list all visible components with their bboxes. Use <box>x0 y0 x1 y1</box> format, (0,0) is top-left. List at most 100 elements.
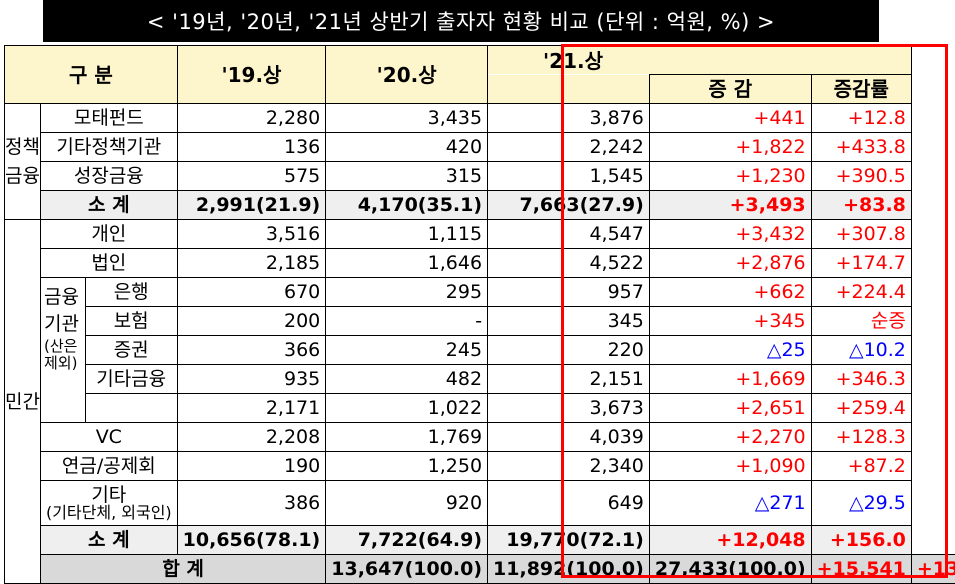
cell-rate: +390.5 <box>811 162 911 191</box>
cell-rate: +259.4 <box>811 394 911 423</box>
row-sublabel: (기타단체, 외국인) <box>46 504 172 521</box>
cell-y19: 2,280 <box>177 104 326 133</box>
cell-rate: +346.3 <box>811 365 911 394</box>
group-private: 민간 <box>5 220 41 584</box>
row-label: 개인 <box>40 220 177 249</box>
cell-y21: 3,876 <box>488 104 650 133</box>
group-fin-note2: 제외) <box>44 355 85 372</box>
table-row: 성장금융 575 315 1,545 +1,230 +390.5 <box>5 162 955 191</box>
cell-y19: 386 <box>177 481 326 526</box>
cell-y19: 366 <box>177 336 326 365</box>
cell-y21: 4,039 <box>488 423 650 452</box>
row-label: 증권 <box>85 336 177 365</box>
cell-rate: 순증 <box>811 307 911 336</box>
group-policy-line2: 금융 <box>5 162 40 191</box>
cell-y20: 1,646 <box>326 249 488 278</box>
row-label <box>85 394 177 423</box>
header-category: 구 분 <box>5 46 178 104</box>
cell-y21: 2,242 <box>488 133 650 162</box>
cell-change: +662 <box>649 278 811 307</box>
row-label: 모태펀드 <box>40 104 177 133</box>
subtotal-row-policy: 소 계 2,991(21.9) 4,170(35.1) 7,663(27.9) … <box>5 191 955 220</box>
cell-change: +345 <box>649 307 811 336</box>
cell-y21: 345 <box>488 307 650 336</box>
group-policy-line1: 정책 <box>5 133 40 162</box>
cell-rate: △10.2 <box>811 336 911 365</box>
cell-rate: +174.7 <box>811 249 911 278</box>
cell-rate: +224.4 <box>811 278 911 307</box>
subtotal-row-private: 소 계 10,656(78.1) 7,722(64.9) 19,770(72.1… <box>5 526 955 555</box>
cell-rate: +83.8 <box>811 191 911 220</box>
row-label: 기타정책기관 <box>40 133 177 162</box>
cell-y21: 957 <box>488 278 650 307</box>
cell-rate: △29.5 <box>811 481 911 526</box>
cell-y19: 10,656(78.1) <box>177 526 326 555</box>
table-row: 법인 2,185 1,646 4,522 +2,876 +174.7 <box>5 249 955 278</box>
cell-y20: 11,892(100.0) <box>488 555 650 584</box>
cell-change: +2,876 <box>649 249 811 278</box>
cell-y19: 670 <box>177 278 326 307</box>
cell-y20: 315 <box>326 162 488 191</box>
table-row-fin-subtotal: 2,171 1,022 3,673 +2,651 +259.4 <box>5 394 955 423</box>
table-row: 기타 (기타단체, 외국인) 386 920 649 △271 △29.5 <box>5 481 955 526</box>
table-row: 증권 366 245 220 △25 △10.2 <box>5 336 955 365</box>
cell-y21: 2,151 <box>488 365 650 394</box>
row-label: VC <box>40 423 177 452</box>
cell-y20: 1,022 <box>326 394 488 423</box>
row-label: 연금/공제회 <box>40 452 177 481</box>
table-row: 기타정책기관 136 420 2,242 +1,822 +433.8 <box>5 133 955 162</box>
cell-y20: 1,769 <box>326 423 488 452</box>
cell-change: +3,493 <box>649 191 811 220</box>
cell-y19: 575 <box>177 162 326 191</box>
cell-y20: 4,170(35.1) <box>326 191 488 220</box>
cell-y21: 649 <box>488 481 650 526</box>
table-row: 정책 금융 모태펀드 2,280 3,435 3,876 +441 +12.8 <box>5 104 955 133</box>
table-title: < '19년, '20년, '21년 상반기 출자자 현황 비교 (단위 : 억… <box>43 0 879 42</box>
cell-y20: 3,435 <box>326 104 488 133</box>
cell-y20: 920 <box>326 481 488 526</box>
cell-y19: 2,991(21.9) <box>177 191 326 220</box>
row-label: 보험 <box>85 307 177 336</box>
row-label-other: 기타 (기타단체, 외국인) <box>40 481 177 526</box>
cell-y19: 935 <box>177 365 326 394</box>
cell-y19: 13,647(100.0) <box>326 555 488 584</box>
cell-y20: - <box>326 307 488 336</box>
row-label: 법인 <box>40 249 177 278</box>
cell-change: +3,432 <box>649 220 811 249</box>
table-row: 연금/공제회 190 1,250 2,340 +1,090 +87.2 <box>5 452 955 481</box>
table-row: VC 2,208 1,769 4,039 +2,270 +128.3 <box>5 423 955 452</box>
cell-y19: 3,516 <box>177 220 326 249</box>
table-row: 기타금융 935 482 2,151 +1,669 +346.3 <box>5 365 955 394</box>
cell-y21: 27,433(100.0) <box>649 555 811 584</box>
row-label: 합 계 <box>40 555 325 584</box>
cell-rate: +433.8 <box>811 133 911 162</box>
cell-rate: +12.8 <box>811 104 911 133</box>
investor-comparison-table: 구 분 '19.상 '20.상 '21.상 증 감 증감률 정책 금융 모태펀드… <box>4 45 955 584</box>
table-row: 금융 기관 (산은 제외) 은행 670 295 957 +662 +224.4 <box>5 278 955 307</box>
cell-y19: 190 <box>177 452 326 481</box>
header-2021h1: '21.상 <box>488 46 912 75</box>
cell-y21: 2,340 <box>488 452 650 481</box>
cell-y20: 1,115 <box>326 220 488 249</box>
group-policy-finance: 정책 금융 <box>5 104 41 220</box>
cell-y21: 19,770(72.1) <box>488 526 650 555</box>
cell-rate: +130.7 <box>911 555 955 584</box>
cell-rate: +87.2 <box>811 452 911 481</box>
cell-y19: 2,208 <box>177 423 326 452</box>
grand-total-row: 합 계 13,647(100.0) 11,892(100.0) 27,433(1… <box>5 555 955 584</box>
header-change: 증 감 <box>649 75 811 104</box>
cell-y19: 200 <box>177 307 326 336</box>
cell-y21: 4,547 <box>488 220 650 249</box>
cell-y21: 220 <box>488 336 650 365</box>
cell-change: +12,048 <box>649 526 811 555</box>
cell-change: △271 <box>649 481 811 526</box>
group-fin-line2: 기관 <box>44 311 85 338</box>
row-label: 성장금융 <box>40 162 177 191</box>
cell-change: △25 <box>649 336 811 365</box>
row-label: 기타 <box>46 486 172 504</box>
cell-change: +1,669 <box>649 365 811 394</box>
cell-y21: 1,545 <box>488 162 650 191</box>
row-label: 기타금융 <box>85 365 177 394</box>
row-label: 소 계 <box>40 526 177 555</box>
table-row: 보험 200 - 345 +345 순증 <box>5 307 955 336</box>
